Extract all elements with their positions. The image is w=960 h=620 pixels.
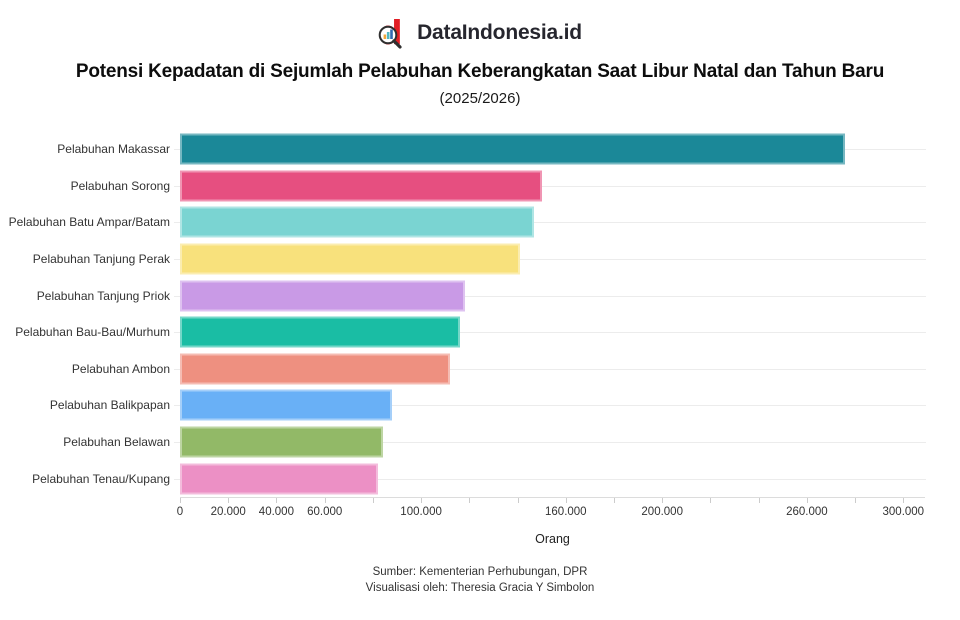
y-axis-label: Pelabuhan Tenau/Kupang bbox=[32, 471, 170, 486]
x-axis: 0 20.000 40.000 60.000 100.000 160.000 200.000… bbox=[176, 497, 925, 521]
y-axis-label: Pelabuhan Batu Ampar/Batam bbox=[8, 215, 170, 230]
y-axis-label: Pelabuhan Bau-Bau/Murhum bbox=[15, 325, 170, 340]
y-axis-label: Pelabuhan Makassar bbox=[57, 142, 170, 157]
x-axis-tick-label: 20.000 bbox=[210, 506, 246, 518]
chart-subtitle: (2025/2026) bbox=[439, 90, 521, 107]
bar-row: Pelabuhan Makassar bbox=[0, 131, 960, 168]
x-axis-tick-label: 60.000 bbox=[307, 506, 343, 518]
category-gridline bbox=[174, 442, 926, 444]
x-axis-tick bbox=[855, 498, 857, 503]
bar-row: Pelabuhan Batu Ampar/Batam bbox=[0, 204, 960, 241]
bar-pelabuhan-bau-bau-murhum bbox=[180, 316, 460, 348]
x-axis-tick bbox=[372, 498, 374, 503]
category-gridline bbox=[174, 368, 926, 370]
brand-name: DataIndonesia.id bbox=[417, 21, 582, 44]
y-axis-label: Pelabuhan Ambon bbox=[71, 361, 170, 376]
bar-pelabuhan-belawan bbox=[180, 426, 383, 458]
x-axis-tick bbox=[180, 498, 181, 503]
bar-row: Pelabuhan Sorong bbox=[0, 168, 960, 205]
x-axis-label: Orang bbox=[535, 532, 570, 546]
x-axis-tick bbox=[469, 498, 471, 503]
bar-row: Pelabuhan Tanjung Priok bbox=[0, 277, 960, 314]
bar-row: Pelabuhan Belawan bbox=[0, 424, 960, 461]
category-gridline bbox=[174, 405, 926, 407]
category-gridline bbox=[174, 332, 926, 334]
category-gridline bbox=[174, 295, 926, 297]
bar-row: Pelabuhan Tenau/Kupang bbox=[0, 460, 960, 497]
x-axis-tick-label: 40.000 bbox=[258, 506, 294, 518]
bar-pelabuhan-makassar bbox=[180, 133, 846, 165]
x-axis-tick-label: 260.000 bbox=[786, 506, 828, 518]
magnifier-chart-bars bbox=[383, 29, 393, 39]
x-axis-tick-label: 300.000 bbox=[882, 506, 925, 518]
bar-pelabuhan-balikpapan bbox=[180, 389, 393, 421]
y-axis-label: Pelabuhan Balikpapan bbox=[49, 398, 170, 413]
x-axis-tick bbox=[662, 498, 664, 503]
x-axis-tick bbox=[517, 498, 519, 503]
x-axis-tick bbox=[421, 498, 423, 503]
x-axis-tick bbox=[710, 498, 712, 503]
x-axis-tick-label: 0 bbox=[176, 506, 184, 518]
source-note: Sumber: Kementerian Perhubungan, DPR bbox=[372, 566, 588, 578]
magnifier-handle bbox=[392, 39, 402, 49]
x-axis-tick-label: 160.000 bbox=[545, 506, 587, 518]
bar-pelabuhan-batu-ampar-batam bbox=[180, 206, 535, 238]
x-axis-tick bbox=[228, 498, 230, 503]
bar-row: Pelabuhan Ambon bbox=[0, 351, 960, 388]
category-gridline bbox=[174, 185, 926, 187]
x-axis-tick bbox=[758, 498, 760, 503]
category-gridline bbox=[174, 222, 926, 224]
credit-note: Visualisasi oleh: Theresia Gracia Y Simb… bbox=[365, 582, 595, 594]
category-gridline bbox=[174, 478, 926, 480]
category-gridline bbox=[174, 259, 926, 261]
footer: Sumber: Kementerian Perhubungan, DPR Vis… bbox=[0, 564, 960, 596]
x-axis-tick-label: 200.000 bbox=[641, 506, 683, 518]
bar-row: Pelabuhan Tanjung Perak bbox=[0, 241, 960, 278]
x-axis-tick bbox=[903, 498, 905, 503]
y-axis-label: Pelabuhan Belawan bbox=[63, 435, 170, 450]
x-axis-tick bbox=[614, 498, 615, 503]
x-axis-tick bbox=[276, 498, 278, 503]
y-axis-label: Pelabuhan Tanjung Perak bbox=[32, 252, 170, 267]
bar-pelabuhan-tenau-kupang bbox=[180, 463, 378, 495]
x-axis-tick bbox=[565, 498, 567, 503]
bar-chart-plot-area: Pelabuhan Makassar Pelabuhan Sorong Pelabu… bbox=[0, 131, 960, 497]
y-axis-label: Pelabuhan Sorong bbox=[70, 178, 170, 193]
bar-row: Pelabuhan Balikpapan bbox=[0, 387, 960, 424]
chart-title: Potensi Kepadatan di Sejumlah Pelabuhan … bbox=[75, 61, 885, 82]
bar-row: Pelabuhan Bau-Bau/Murhum bbox=[0, 314, 960, 351]
bar-pelabuhan-ambon bbox=[180, 353, 450, 385]
y-axis-label: Pelabuhan Tanjung Priok bbox=[36, 288, 170, 303]
bar-pelabuhan-tanjung-priok bbox=[180, 280, 465, 312]
x-axis-tick-label: 100.000 bbox=[400, 506, 442, 518]
x-axis-tick bbox=[806, 498, 808, 503]
bar-pelabuhan-sorong bbox=[180, 170, 542, 202]
brand-header: d DataIndonesia.id bbox=[0, 13, 960, 53]
bar-pelabuhan-tanjung-perak bbox=[180, 243, 520, 275]
x-axis-tick bbox=[324, 498, 326, 503]
dataindonesia-logo-icon: d bbox=[378, 13, 403, 52]
